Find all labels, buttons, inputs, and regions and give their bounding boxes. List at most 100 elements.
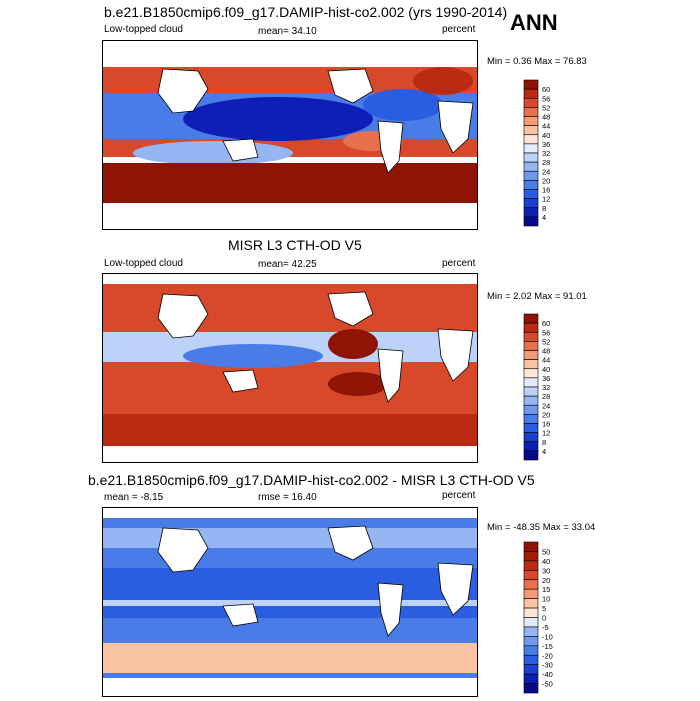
colorbar-tick-label: 12	[542, 429, 550, 438]
colorbar-box	[523, 441, 539, 452]
colorbar-box	[523, 350, 539, 360]
colorbar-box	[523, 143, 539, 154]
colorbar-box	[523, 541, 539, 552]
panel1-south-indian	[133, 141, 293, 165]
panel2-land-n-america	[327, 291, 374, 327]
panel2-units-label: percent	[442, 258, 476, 269]
panel3-land-asia	[157, 527, 209, 573]
colorbar-tick-label: 16	[542, 420, 550, 429]
panel1-tropical-low	[183, 97, 373, 141]
colorbar-box	[523, 97, 539, 108]
colorbar-box	[523, 180, 539, 190]
panel3-minmax: Min = -48.35 Max = 33.04	[487, 522, 596, 533]
colorbar-tick-label: -10	[542, 632, 553, 641]
panel2-colorbar: 4 8 12 16 20 24 28 32 36 40 44 48 52 56 60	[520, 312, 590, 462]
colorbar-box	[523, 423, 539, 433]
colorbar-tick-label: 28	[542, 392, 550, 401]
panel2-tropical-low	[183, 344, 323, 368]
colorbar-tick-label: 8	[542, 438, 546, 447]
colorbar-tick-label: 12	[542, 195, 550, 204]
colorbar-box	[523, 331, 539, 342]
colorbar-tick-label: -50	[542, 680, 553, 689]
panel3-units-label: percent	[442, 490, 476, 501]
colorbar-tick-label: 40	[542, 557, 550, 566]
colorbar-box	[523, 664, 539, 675]
colorbar-tick-label: 4	[542, 447, 546, 456]
panel1-antarctic-missing	[103, 203, 477, 229]
panel1-land-n-america	[327, 68, 374, 104]
colorbar-box	[523, 598, 539, 609]
colorbar-box	[523, 673, 539, 684]
colorbar-tick-label: 52	[542, 103, 550, 112]
panel1-southern-ocean	[103, 163, 477, 203]
colorbar-tick-label: 32	[542, 149, 550, 158]
panel3-mean-label: mean = -8.15	[104, 492, 164, 503]
colorbar-box	[523, 450, 539, 461]
panel3-southern-ocean	[103, 643, 477, 673]
colorbar-tick-label: 48	[542, 113, 550, 122]
panel1-land-africa	[437, 100, 474, 154]
colorbar-tick-label: 24	[542, 401, 550, 410]
colorbar-tick-label: 0	[542, 614, 546, 623]
panel2-minmax: Min = 2.02 Max = 91.01	[487, 291, 587, 302]
panel3-land-africa	[437, 562, 474, 616]
colorbar-box	[523, 107, 539, 117]
colorbar-box	[523, 588, 539, 599]
colorbar-tick-label: 36	[542, 140, 550, 149]
colorbar-tick-label: 56	[542, 328, 550, 337]
colorbar-tick-label: 20	[542, 410, 550, 419]
panel2-land-asia	[157, 293, 209, 339]
panel1-minmax: Min = 0.36 Max = 76.83	[487, 56, 587, 67]
panel3-land-australia	[222, 603, 259, 627]
panel3-land-s-america	[377, 582, 404, 637]
colorbar-box	[523, 683, 539, 694]
colorbar-box	[523, 198, 539, 209]
colorbar-box	[523, 607, 539, 618]
panel2-ne-pacific	[328, 329, 378, 359]
panel1-land-australia	[222, 138, 259, 162]
colorbar-box	[523, 395, 539, 406]
panel2-southern-ocean	[103, 414, 477, 446]
panel2-map	[102, 273, 478, 463]
colorbar-box	[523, 189, 539, 199]
colorbar-tick-label: 60	[542, 85, 550, 94]
colorbar-tick-label: 20	[542, 176, 550, 185]
colorbar-tick-label: -20	[542, 651, 553, 660]
colorbar-tick-label: 52	[542, 337, 550, 346]
colorbar-box	[523, 134, 539, 145]
colorbar-tick-label: 28	[542, 158, 550, 167]
panel3-equator-streak	[103, 600, 477, 606]
colorbar-tick-label: 30	[542, 566, 550, 575]
panel2-variable-label: Low-topped cloud	[104, 258, 183, 269]
panel1-atlantic-low	[363, 89, 443, 121]
panel1-mean-label: mean= 34.10	[258, 26, 317, 37]
colorbar-tick-label: -5	[542, 623, 549, 632]
colorbar-box	[523, 654, 539, 665]
colorbar-tick-label: 10	[542, 595, 550, 604]
colorbar-box	[523, 636, 539, 647]
panel2-antarctic-missing	[103, 446, 477, 462]
colorbar-box	[523, 125, 539, 136]
colorbar-box	[523, 645, 539, 656]
colorbar-tick-label: 20	[542, 576, 550, 585]
colorbar-box	[523, 88, 539, 99]
panel3-rmse-label: rmse = 16.40	[258, 492, 317, 503]
colorbar-tick-label: 32	[542, 383, 550, 392]
panel2-title: MISR L3 CTH-OD V5	[228, 237, 362, 253]
colorbar-box	[523, 170, 539, 181]
season-label: ANN	[510, 10, 558, 35]
panel2-mean-label: mean= 42.25	[258, 259, 317, 270]
panel3-title: b.e21.B1850cmip6.f09_g17.DAMIP-hist-co2.…	[88, 472, 535, 488]
colorbar-tick-label: -15	[542, 642, 553, 651]
colorbar-tick-label: 16	[542, 186, 550, 195]
colorbar-box	[523, 368, 539, 379]
colorbar-tick-label: 48	[542, 347, 550, 356]
panel3-map	[102, 507, 478, 697]
colorbar-tick-label: 36	[542, 374, 550, 383]
colorbar-box	[523, 216, 539, 227]
panel3-land-n-america	[327, 525, 374, 561]
colorbar-box	[523, 579, 539, 590]
